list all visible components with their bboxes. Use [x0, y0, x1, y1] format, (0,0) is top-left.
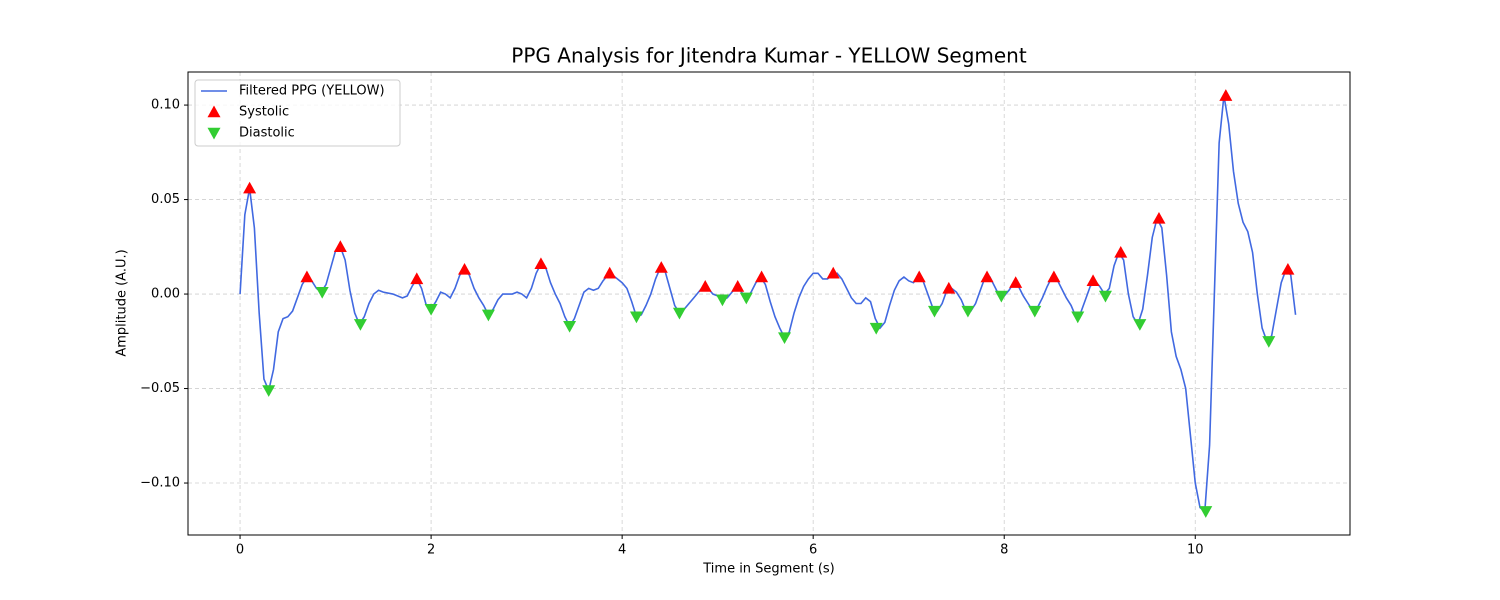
legend-label: Diastolic	[239, 126, 295, 141]
peak-marker	[927, 305, 941, 318]
peak-marker	[563, 320, 577, 333]
peak-marker	[243, 181, 257, 194]
peak-marker	[262, 385, 276, 397]
legend-box	[194, 79, 401, 147]
x-tick-label: 0	[236, 543, 244, 558]
peak-marker	[715, 294, 729, 307]
y-tick-label: −0.05	[140, 381, 180, 396]
legend-swatch	[207, 105, 221, 118]
peak-marker	[1281, 262, 1295, 275]
peak-marker	[629, 311, 643, 324]
x-axis-label: Time in Segment (s)	[702, 562, 834, 577]
peak-marker	[654, 261, 668, 273]
peak-marker	[333, 240, 347, 253]
x-tick-label: 10	[1187, 543, 1204, 558]
peak-marker	[603, 266, 617, 279]
peak-marker	[410, 272, 424, 285]
legend-label: Filtered PPG (YELLOW)	[239, 84, 385, 99]
y-tick-label: −0.10	[140, 476, 180, 491]
peak-marker	[672, 307, 686, 320]
peak-marker	[1098, 290, 1112, 303]
x-tick-label: 2	[427, 543, 435, 558]
chart-title: PPG Analysis for Jitendra Kumar - YELLOW…	[511, 44, 1027, 68]
peak-marker	[1133, 319, 1147, 331]
peak-marker	[1199, 506, 1213, 518]
peak-marker	[458, 262, 472, 275]
y-tick-label: 0.10	[151, 98, 180, 113]
peak-marker	[481, 309, 495, 322]
x-tick-label: 8	[1000, 543, 1008, 558]
peak-marker	[826, 266, 840, 279]
peak-marker	[1262, 336, 1276, 348]
peak-marker	[1152, 211, 1166, 224]
ppg-line	[239, 95, 1297, 513]
peak-marker	[1086, 274, 1100, 287]
peak-marker	[869, 322, 883, 335]
y-tick-label: 0.05	[151, 192, 180, 207]
peak-marker	[300, 270, 314, 283]
peak-marker	[961, 305, 975, 318]
x-tick-label: 4	[618, 543, 626, 558]
y-axis-label: Amplitude (A.U.)	[115, 249, 130, 356]
peak-marker	[1028, 305, 1042, 318]
peak-marker	[1047, 270, 1061, 283]
peak-marker	[1071, 311, 1085, 324]
peak-marker	[980, 270, 994, 283]
peak-marker	[1219, 89, 1233, 101]
y-tick-label: 0.00	[151, 287, 180, 302]
legend-swatch	[207, 127, 221, 140]
plot-frame	[187, 71, 1351, 536]
peak-marker	[739, 292, 753, 305]
peak-marker	[353, 319, 367, 331]
peak-marker	[315, 286, 329, 299]
peak-marker	[755, 270, 769, 283]
peak-marker	[942, 281, 956, 294]
peak-marker	[1009, 276, 1023, 288]
peak-marker	[994, 290, 1008, 303]
peak-marker	[424, 303, 438, 316]
peak-marker	[778, 332, 792, 345]
legend-label: Systolic	[239, 105, 289, 120]
peak-marker	[1114, 245, 1128, 258]
legend: Filtered PPG (YELLOW) Systolic Diastolic	[194, 79, 401, 147]
peak-marker	[912, 270, 926, 283]
peak-marker	[534, 257, 548, 270]
x-tick-label: 6	[809, 543, 817, 558]
peak-marker	[698, 279, 712, 292]
peak-marker	[731, 279, 745, 292]
